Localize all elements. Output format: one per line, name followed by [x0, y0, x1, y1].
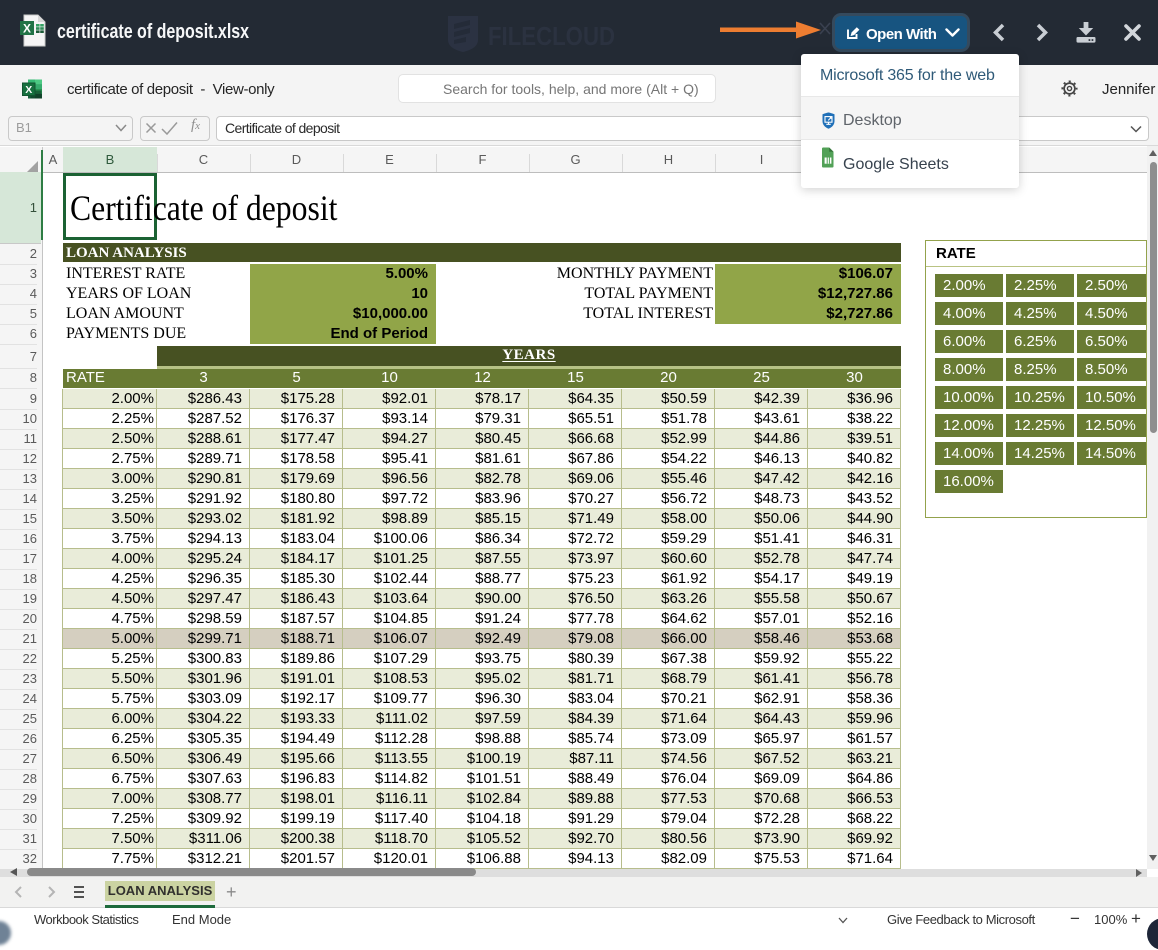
svg-text:X: X: [23, 22, 31, 36]
svg-text:FILECLOUD: FILECLOUD: [488, 21, 615, 51]
svg-text:X: X: [25, 84, 32, 96]
